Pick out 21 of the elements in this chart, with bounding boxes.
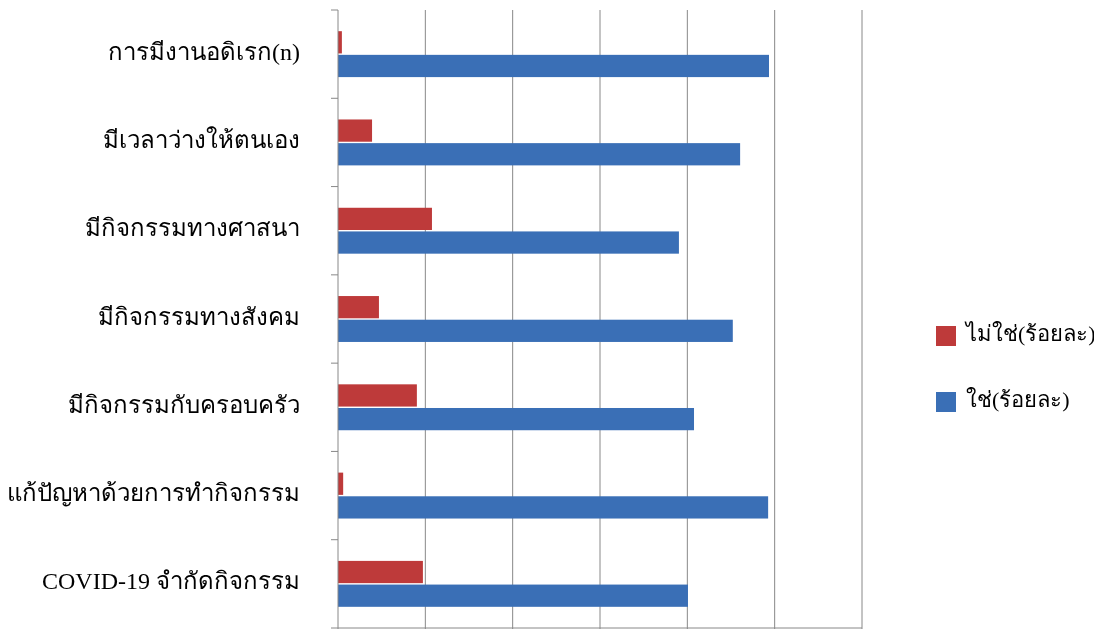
bar — [338, 408, 695, 431]
bar — [338, 384, 417, 407]
bar — [338, 119, 373, 142]
legend-label: ไม่ใช่(ร้อยละ) — [964, 321, 1096, 347]
y-tick-label: มีกิจกรรมกับครอบครัว — [68, 391, 300, 418]
legend-label: ใช่(ร้อยละ) — [966, 387, 1070, 413]
bar — [338, 54, 769, 78]
bar — [338, 296, 379, 319]
y-tick-label: มีกิจกรรมทางศาสนา — [85, 215, 300, 242]
bar — [338, 143, 741, 166]
bar — [338, 207, 432, 230]
y-tick-label: มีเวลาว่างให้ตนเอง — [103, 125, 300, 153]
bar — [338, 231, 679, 254]
y-tick-label: การมีงานอดิเรก(n) — [108, 38, 300, 65]
y-tick-label: มีกิจกรรมทางสังคม — [98, 303, 300, 330]
bar — [338, 584, 688, 607]
bar — [338, 319, 733, 342]
bar — [338, 560, 423, 584]
y-tick-label: COVID-19 จำกัดกิจกรรม — [42, 568, 300, 595]
bar — [338, 496, 769, 519]
y-tick-label: แก้ปัญหาด้วยการทำกิจกรรม — [7, 480, 300, 508]
